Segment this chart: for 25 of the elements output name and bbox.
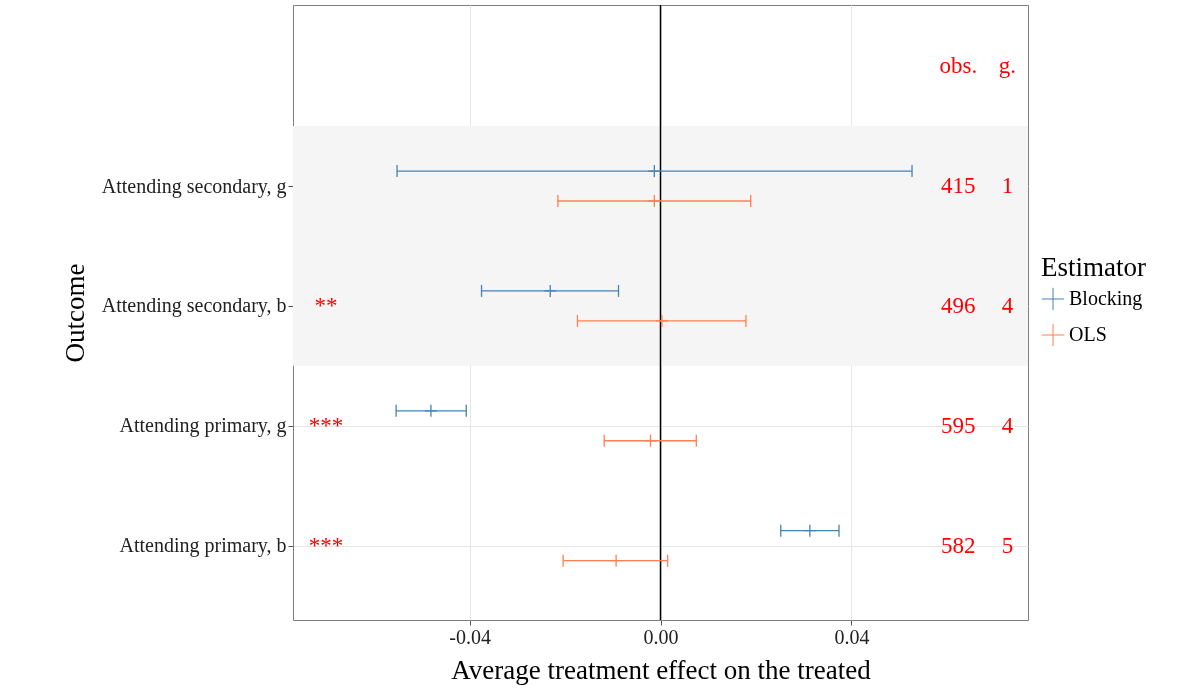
annotation: 496	[941, 292, 976, 318]
annotation: 1	[1001, 173, 1014, 199]
annotation: 4	[1001, 292, 1014, 318]
y-tick-label: Attending primary, b	[119, 534, 287, 558]
text: g.	[998, 53, 1017, 79]
annotation: 5	[1001, 532, 1014, 558]
annotation: 595	[941, 412, 976, 438]
y-tick-label: Attending primary, g	[119, 414, 287, 438]
annotation: 415	[941, 173, 976, 199]
legend-label: OLS	[1069, 323, 1107, 345]
annotation: **	[314, 292, 338, 318]
y-axis-title: Outcome	[59, 263, 90, 363]
annotation: 582	[941, 532, 976, 558]
x-axis-title: Average treatment effect on the treated	[451, 654, 872, 685]
annotation: ***	[308, 412, 344, 438]
annotation: ***	[308, 532, 344, 558]
y-tick-label: Attending secondary, g	[101, 174, 287, 198]
x-tick-label: 0.04	[834, 625, 870, 648]
y-tick-label: Attending secondary, b	[101, 294, 287, 318]
x-tick-label: 0.00	[643, 625, 679, 648]
legend-title: Estimator	[1041, 252, 1146, 282]
legend-label: Blocking	[1069, 287, 1143, 310]
text: obs.	[939, 53, 978, 79]
x-tick-label: -0.04	[449, 625, 491, 648]
annotation: 4	[1001, 412, 1014, 438]
